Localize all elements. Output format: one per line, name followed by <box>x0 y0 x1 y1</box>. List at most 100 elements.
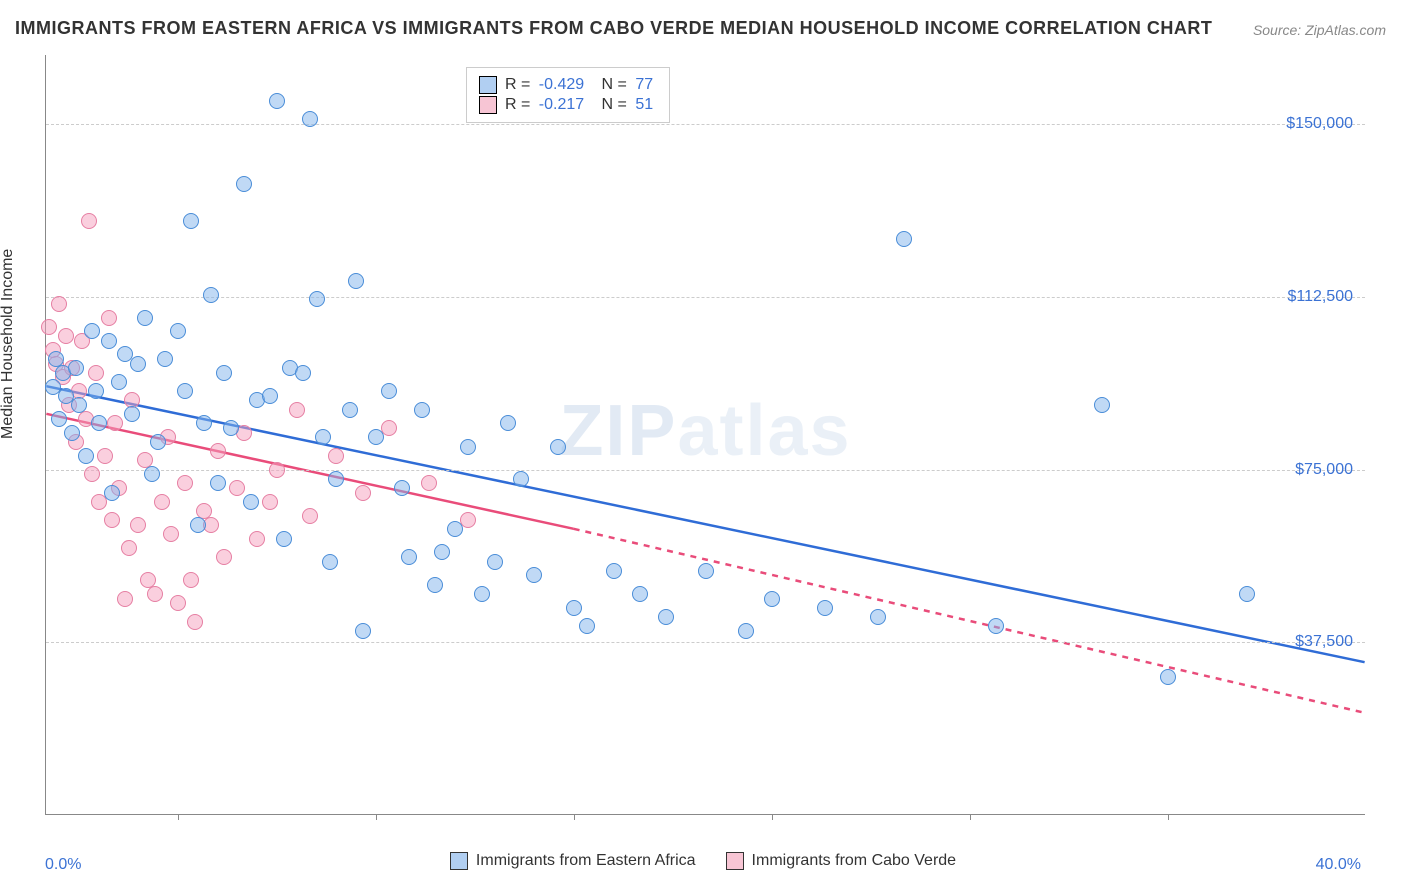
data-point-blue <box>243 494 259 510</box>
data-point-blue <box>738 623 754 639</box>
data-point-blue <box>309 291 325 307</box>
data-point-blue <box>210 475 226 491</box>
data-point-blue <box>434 544 450 560</box>
stats-row-blue: R = -0.429 N = 77 <box>479 76 657 94</box>
data-point-blue <box>130 356 146 372</box>
chart-title: IMMIGRANTS FROM EASTERN AFRICA VS IMMIGR… <box>15 18 1212 39</box>
data-point-blue <box>315 429 331 445</box>
data-point-blue <box>566 600 582 616</box>
data-point-blue <box>190 517 206 533</box>
data-point-blue <box>177 383 193 399</box>
data-point-blue <box>262 388 278 404</box>
data-point-blue <box>111 374 127 390</box>
swatch-blue-icon <box>450 852 468 870</box>
data-point-pink <box>41 319 57 335</box>
correlation-chart: IMMIGRANTS FROM EASTERN AFRICA VS IMMIGR… <box>0 0 1406 892</box>
data-point-blue <box>764 591 780 607</box>
plot-area: ZIPatlas R = -0.429 N = 77 R = -0.217 <box>45 55 1365 815</box>
series-legend: Immigrants from Eastern Africa Immigrant… <box>0 852 1406 870</box>
data-point-blue <box>368 429 384 445</box>
legend-item-pink: Immigrants from Cabo Verde <box>726 852 957 870</box>
data-point-pink <box>163 526 179 542</box>
data-point-blue <box>817 600 833 616</box>
data-point-pink <box>381 420 397 436</box>
data-point-blue <box>513 471 529 487</box>
data-point-blue <box>216 365 232 381</box>
x-tick <box>1168 814 1169 820</box>
data-point-blue <box>124 406 140 422</box>
legend-label-blue: Immigrants from Eastern Africa <box>476 852 696 870</box>
data-point-blue <box>394 480 410 496</box>
data-point-blue <box>91 415 107 431</box>
data-point-blue <box>658 609 674 625</box>
data-point-pink <box>117 591 133 607</box>
data-point-blue <box>579 618 595 634</box>
data-point-blue <box>988 618 1004 634</box>
data-point-pink <box>84 466 100 482</box>
x-tick <box>574 814 575 820</box>
data-point-blue <box>295 365 311 381</box>
data-point-blue <box>144 466 160 482</box>
data-point-blue <box>896 231 912 247</box>
data-point-blue <box>104 485 120 501</box>
data-point-blue <box>355 623 371 639</box>
data-point-pink <box>187 614 203 630</box>
data-point-blue <box>550 439 566 455</box>
data-point-pink <box>421 475 437 491</box>
legend-item-blue: Immigrants from Eastern Africa <box>450 852 696 870</box>
data-point-blue <box>302 111 318 127</box>
data-point-blue <box>381 383 397 399</box>
data-point-pink <box>154 494 170 510</box>
x-axis-min-label: 0.0% <box>45 856 81 874</box>
data-point-blue <box>1160 669 1176 685</box>
data-point-pink <box>88 365 104 381</box>
data-point-pink <box>107 415 123 431</box>
data-point-blue <box>196 415 212 431</box>
data-point-pink <box>302 508 318 524</box>
y-tick-label: $75,000 <box>1295 461 1353 479</box>
data-point-pink <box>328 448 344 464</box>
data-point-blue <box>88 383 104 399</box>
data-point-pink <box>130 517 146 533</box>
data-point-blue <box>322 554 338 570</box>
data-point-blue <box>137 310 153 326</box>
data-point-pink <box>147 586 163 602</box>
data-point-blue <box>447 521 463 537</box>
data-point-blue <box>236 176 252 192</box>
swatch-pink-icon <box>726 852 744 870</box>
swatch-pink-icon <box>479 96 497 114</box>
data-point-pink <box>51 296 67 312</box>
x-tick <box>178 814 179 820</box>
data-point-blue <box>414 402 430 418</box>
x-axis-max-label: 40.0% <box>1316 856 1361 874</box>
gridline <box>46 642 1365 643</box>
data-point-blue <box>68 360 84 376</box>
data-point-blue <box>101 333 117 349</box>
gridline <box>46 124 1365 125</box>
source-label: Source: ZipAtlas.com <box>1253 22 1386 38</box>
data-point-blue <box>1094 397 1110 413</box>
data-point-pink <box>355 485 371 501</box>
gridline <box>46 297 1365 298</box>
data-point-blue <box>487 554 503 570</box>
data-point-blue <box>460 439 476 455</box>
data-point-blue <box>170 323 186 339</box>
stats-legend: R = -0.429 N = 77 R = -0.217 N = 51 <box>466 67 670 123</box>
data-point-pink <box>262 494 278 510</box>
data-point-blue <box>276 531 292 547</box>
data-point-blue <box>223 420 239 436</box>
data-point-blue <box>342 402 358 418</box>
data-point-pink <box>81 213 97 229</box>
data-point-pink <box>104 512 120 528</box>
data-point-pink <box>177 475 193 491</box>
data-point-blue <box>474 586 490 602</box>
y-tick-label: $37,500 <box>1295 633 1353 651</box>
data-point-pink <box>210 443 226 459</box>
data-point-blue <box>526 567 542 583</box>
data-point-blue <box>870 609 886 625</box>
x-tick <box>970 814 971 820</box>
y-axis-label: Median Household Income <box>0 249 17 439</box>
swatch-blue-icon <box>479 76 497 94</box>
x-tick <box>376 814 377 820</box>
data-point-pink <box>460 512 476 528</box>
